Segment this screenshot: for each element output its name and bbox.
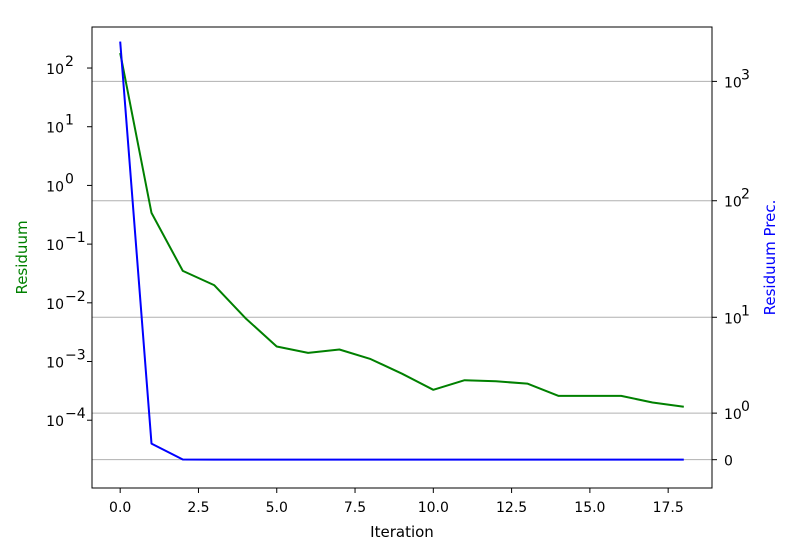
residuum-series-line xyxy=(119,52,684,408)
y-left-tick-label: 10 xyxy=(46,414,64,430)
y-right-tick-label: 10 xyxy=(724,75,742,91)
grid-layer xyxy=(92,80,712,461)
left-y-axis-label: Residuum xyxy=(13,220,31,294)
y-left-tick-exponent: 1 xyxy=(65,113,74,129)
y-left-tick-exponent: 2 xyxy=(65,54,74,70)
y-left-tick-exponent: −1 xyxy=(65,230,86,246)
y-left-tick-label: 10 xyxy=(46,356,64,372)
x-tick-label: 7.5 xyxy=(344,500,366,516)
y-left-tick-exponent: 0 xyxy=(65,171,74,187)
y-left-tick-exponent: −2 xyxy=(65,289,86,305)
x-tick-label: 15.0 xyxy=(574,500,605,516)
right-y-axis-label: Residuum Prec. xyxy=(761,200,779,316)
x-tick-label: 12.5 xyxy=(496,500,527,516)
x-tick-label: 10.0 xyxy=(418,500,449,516)
x-axis-ticks: 0.0 2.5 5.0 7.5 10.0 12.5 15.0 17.5 xyxy=(109,488,684,516)
y-right-tick-exponent: 3 xyxy=(741,67,750,83)
x-tick-label: 2.5 xyxy=(187,500,209,516)
y-left-tick-exponent: −4 xyxy=(65,406,86,422)
y-right-tick-exponent: 2 xyxy=(741,187,750,203)
y-left-tick-label: 10 xyxy=(46,62,64,78)
y-left-tick-exponent: −3 xyxy=(65,348,86,364)
y-right-tick-label: 10 xyxy=(724,195,742,211)
y-left-tick-label: 10 xyxy=(46,297,64,313)
y-right-tick-exponent: 1 xyxy=(741,303,750,319)
x-tick-label: 17.5 xyxy=(653,500,684,516)
y-right-tick-label: 10 xyxy=(724,407,742,423)
y-left-tick-label: 10 xyxy=(46,179,64,195)
y-right-tick-label: 10 xyxy=(724,311,742,327)
x-tick-label: 0.0 xyxy=(109,500,131,516)
residuum-prec-series-line xyxy=(119,41,684,461)
plot-frame xyxy=(91,26,713,489)
y-right-tick-exponent: 0 xyxy=(741,399,750,415)
x-axis-label: Iteration xyxy=(370,523,434,541)
series-layer xyxy=(119,41,684,461)
y-left-tick-label: 10 xyxy=(46,238,64,254)
x-tick-label: 5.0 xyxy=(266,500,288,516)
y-left-tick-label: 10 xyxy=(46,121,64,137)
y-right-tick-label: 0 xyxy=(724,454,733,470)
